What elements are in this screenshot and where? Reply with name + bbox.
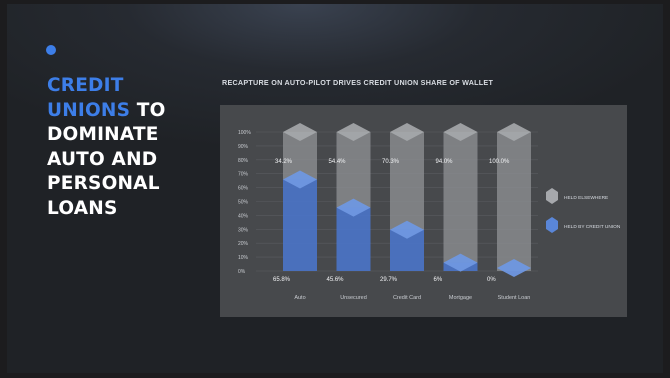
- bar-segment-elsewhere: [336, 132, 371, 208]
- slide: CREDIT UNIONS TO DOMINATE AUTO AND PERSO…: [7, 4, 663, 373]
- chart: 0% 10% 20% 30% 40% 50% 60% 70% 80% 90% 100% 34.2% 65…: [238, 123, 621, 301]
- legend-swatch-elsewhere: [546, 188, 558, 204]
- category-label: Unsecured: [340, 295, 367, 301]
- y-tick-label: 60%: [238, 186, 249, 192]
- data-label-credit-union: 29.7%: [380, 277, 398, 283]
- bar-segment-elsewhere: [390, 132, 424, 230]
- chart-panel: 0% 10% 20% 30% 40% 50% 60% 70% 80% 90% 100% 34.2% 65…: [220, 105, 627, 317]
- legend-swatch-credit-union: [546, 217, 558, 233]
- bar-cap-elsewhere: [283, 123, 317, 141]
- legend-label-credit-union: HELD BY CREDIT UNION: [564, 224, 621, 230]
- headline-line-5: PERSONAL: [47, 173, 160, 194]
- y-tick-label: 100%: [238, 130, 251, 136]
- bar-segment-credit-union: [336, 207, 371, 271]
- y-tick-label: 30%: [238, 227, 249, 233]
- bar-cap-credit-union: [497, 259, 531, 277]
- bar-segment-elsewhere: [497, 132, 531, 271]
- headline-line-2: TO: [130, 99, 166, 121]
- category-label: Auto: [294, 295, 305, 301]
- data-label-elsewhere: 70.3%: [382, 159, 400, 165]
- bar-cap-elsewhere: [390, 123, 424, 141]
- data-label-elsewhere: 54.4%: [329, 159, 347, 165]
- y-tick-label: 70%: [238, 172, 249, 178]
- bar-cap-credit-union: [443, 253, 478, 272]
- bar-cap-credit-union: [336, 198, 371, 217]
- accent-dot: [46, 45, 56, 55]
- headline-accent-2: UNIONS: [47, 99, 131, 121]
- y-tick-label: 20%: [238, 241, 249, 247]
- y-tick-label: 80%: [238, 158, 249, 164]
- data-label-credit-union: 6%: [434, 277, 443, 283]
- bar-segment-credit-union: [283, 179, 317, 271]
- y-tick-label: 10%: [238, 255, 249, 261]
- data-label-elsewhere: 34.2%: [275, 159, 293, 165]
- data-label-credit-union: 0%: [487, 277, 496, 283]
- bar-cap-credit-union: [390, 220, 424, 239]
- data-label-credit-union: 45.6%: [327, 277, 345, 283]
- legend-label-elsewhere: HELD ELSEWHERE: [564, 195, 608, 201]
- category-label: Mortgage: [449, 295, 472, 301]
- headline-accent-1: CREDIT: [47, 75, 124, 96]
- y-tick-label: 90%: [238, 144, 249, 150]
- headline-line-4: AUTO AND: [47, 148, 158, 170]
- y-tick-label: 50%: [238, 200, 249, 206]
- bar-cap-elsewhere: [336, 123, 371, 141]
- data-label-credit-union: 65.8%: [273, 277, 291, 283]
- bar-cap-elsewhere: [497, 123, 531, 141]
- bar-cap-credit-union: [283, 170, 317, 189]
- category-label: Student Loan: [498, 295, 531, 301]
- bar-cap-elsewhere: [443, 123, 478, 141]
- chart-title: RECAPTURE ON AUTO-PILOT DRIVES CREDIT UN…: [222, 78, 494, 87]
- bar-segment-elsewhere: [443, 132, 478, 263]
- data-label-elsewhere: 100.0%: [489, 159, 510, 165]
- headline-line-3: DOMINATE: [47, 124, 159, 145]
- category-label: Credit Card: [393, 295, 421, 301]
- y-tick-label: 0%: [238, 269, 246, 275]
- headline-line-6: LOANS: [47, 197, 118, 219]
- y-tick-label: 40%: [238, 213, 249, 219]
- headline: CREDIT UNIONS TO DOMINATE AUTO AND PERSO…: [47, 74, 217, 221]
- data-label-elsewhere: 94.0%: [436, 159, 454, 165]
